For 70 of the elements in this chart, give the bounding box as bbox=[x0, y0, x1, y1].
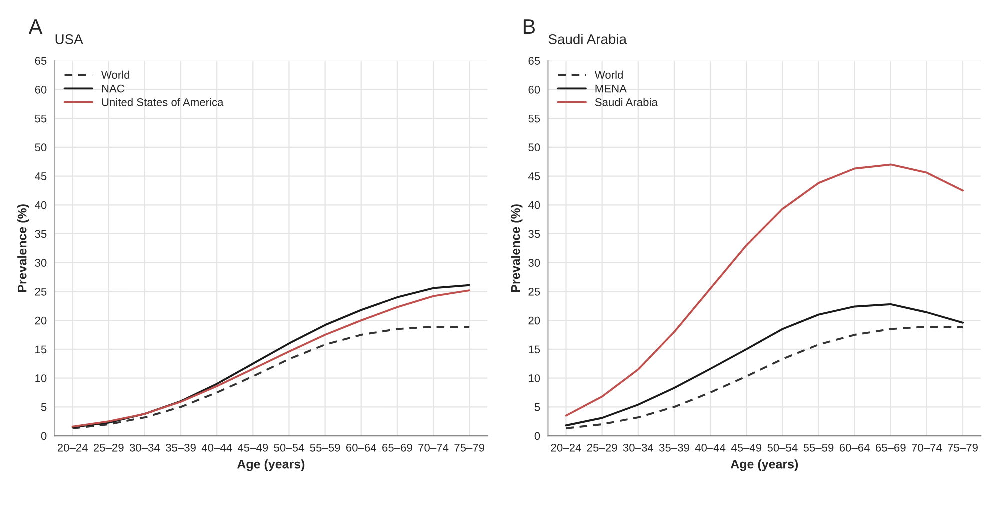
x-tick-label: 25–29 bbox=[587, 444, 618, 452]
chart-title: Saudi Arabia bbox=[548, 34, 627, 44]
text: A bbox=[28, 20, 43, 34]
y-tick-label: 35 bbox=[528, 230, 540, 238]
x-tick-label: 60–64 bbox=[346, 444, 376, 452]
x-tick-label: 40–44 bbox=[695, 444, 726, 452]
y-tick-label: 50 bbox=[35, 144, 47, 152]
y-tick-label: 30 bbox=[35, 259, 47, 267]
y-tick-label: 60 bbox=[528, 86, 540, 94]
y-tick-label: 25 bbox=[528, 288, 540, 296]
y-axis-title: Prevalence (%) bbox=[511, 204, 523, 292]
line-series bbox=[565, 303, 964, 427]
y-tick-label: 50 bbox=[528, 144, 540, 152]
text: B bbox=[524, 20, 536, 34]
x-tick-label: 35–39 bbox=[166, 444, 196, 452]
line-series bbox=[565, 164, 964, 417]
y-tick-label: 65 bbox=[35, 57, 47, 65]
x-tick-label: 35–39 bbox=[659, 444, 690, 452]
y-tick-label: 40 bbox=[528, 201, 540, 210]
legend-label: Saudi Arabia bbox=[595, 98, 658, 106]
y-tick-label: 15 bbox=[36, 346, 47, 354]
x-tick-label: 70–74 bbox=[418, 444, 449, 452]
y-tick-label: 5 bbox=[534, 404, 540, 412]
x-tick-label: 70–74 bbox=[912, 444, 942, 452]
x-tick-label: 50–54 bbox=[768, 444, 798, 452]
chart-title: USA bbox=[56, 34, 84, 44]
x-tick-label: 45–49 bbox=[731, 444, 762, 452]
legend-label: United States of America bbox=[102, 98, 224, 106]
y-tick-label: 30 bbox=[528, 259, 540, 267]
x-tick-label: 60–64 bbox=[840, 444, 870, 452]
y-tick-label: 40 bbox=[35, 201, 47, 210]
x-tick-label: 75–79 bbox=[454, 444, 485, 452]
x-tick-label: 65–69 bbox=[382, 444, 412, 452]
y-tick-label: 0 bbox=[41, 432, 47, 440]
y-tick-label: 55 bbox=[528, 114, 540, 123]
y-tick-label: 10 bbox=[529, 374, 540, 382]
y-tick-label: 10 bbox=[36, 374, 47, 382]
x-axis-title: Age (years) bbox=[730, 460, 798, 472]
x-tick-label: 65–69 bbox=[876, 444, 906, 452]
y-tick-label: 20 bbox=[35, 316, 47, 325]
y-tick-label: 20 bbox=[528, 316, 540, 325]
x-tick-label: 55–59 bbox=[310, 444, 340, 452]
x-tick-label: 55–59 bbox=[804, 444, 834, 452]
legend-label: NAC bbox=[102, 84, 124, 93]
x-tick-label: 40–44 bbox=[202, 444, 232, 452]
legend-label: MENA bbox=[596, 84, 627, 93]
x-tick-label: 20–24 bbox=[58, 444, 88, 452]
x-tick-label: 30–34 bbox=[623, 444, 654, 452]
y-tick-label: 55 bbox=[35, 114, 47, 123]
y-tick-label: 65 bbox=[528, 57, 540, 65]
line-series bbox=[72, 326, 471, 430]
y-tick-label: 45 bbox=[35, 172, 47, 180]
y-tick-label: 45 bbox=[528, 172, 540, 180]
x-tick-label: 45–49 bbox=[238, 444, 268, 452]
y-tick-label: 35 bbox=[35, 230, 47, 238]
y-tick-label: 0 bbox=[534, 432, 540, 440]
legend-label: World bbox=[594, 70, 623, 79]
x-tick-label: 50–54 bbox=[274, 444, 304, 452]
x-tick-label: 75–79 bbox=[948, 444, 978, 452]
x-tick-label: 25–29 bbox=[94, 444, 124, 452]
x-axis-title: Age (years) bbox=[237, 460, 305, 472]
y-tick-label: 25 bbox=[35, 288, 47, 296]
x-tick-label: 20–24 bbox=[551, 444, 582, 452]
y-tick-label: 5 bbox=[41, 404, 47, 412]
y-tick-label: 15 bbox=[529, 346, 540, 354]
y-tick-label: 60 bbox=[35, 86, 47, 94]
legend-label: World bbox=[101, 70, 130, 79]
y-axis-title: Prevalence (%) bbox=[18, 204, 30, 292]
x-tick-label: 30–34 bbox=[130, 444, 160, 452]
line-series bbox=[565, 326, 964, 430]
